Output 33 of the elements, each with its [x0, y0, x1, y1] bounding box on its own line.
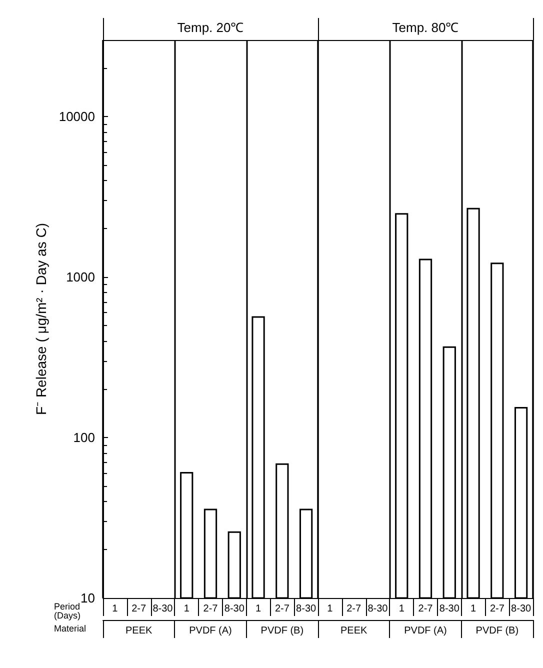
x-tick-label: 8-30 [296, 604, 316, 614]
x-tick-label: 1 [327, 604, 334, 614]
x-tick-label: 8-30 [439, 604, 460, 614]
text: PVDF (A) [189, 626, 232, 636]
text: PVDF (B) [260, 626, 304, 636]
x-tick-label: 2-7 [346, 604, 362, 614]
x-tick-label: 8-30 [224, 604, 245, 614]
x-tick-label: 8-30 [511, 604, 532, 614]
text: PVDF (B) [476, 626, 519, 636]
x-tick-label: 1 [255, 604, 262, 614]
x-tick-label: 1 [398, 604, 405, 614]
x-tick-label: 2-7 [418, 604, 434, 614]
x-tick-label: 1 [470, 604, 476, 614]
text: Temp. 80℃ [392, 20, 459, 35]
x-tick-label: 8-30 [152, 604, 174, 614]
x-tick-label: 2-7 [132, 604, 146, 614]
x-tick-label: 1 [184, 604, 190, 614]
y-axis-title: F⁻ Release ( μg/m² · Day as C) [32, 223, 49, 415]
x-tick-label: 2-7 [490, 604, 505, 614]
text: Period (Days) [54, 602, 80, 620]
x-tick-label: 8-30 [368, 604, 388, 614]
text: PEEK [125, 626, 152, 636]
text: PEEK [340, 626, 368, 636]
text: Temp. 20℃ [177, 20, 244, 35]
text: PVDF (A) [404, 626, 447, 636]
y-tick-label: 1000 [66, 270, 95, 285]
x-tick-label: 1 [112, 604, 118, 614]
x-tick-label: 2-7 [203, 604, 218, 614]
text: Material [54, 624, 86, 634]
x-tick-label: 2-7 [274, 604, 290, 614]
y-tick-label: 10 [80, 590, 95, 606]
y-tick-label: 100 [73, 430, 95, 446]
y-tick-label: 10000 [58, 109, 95, 124]
